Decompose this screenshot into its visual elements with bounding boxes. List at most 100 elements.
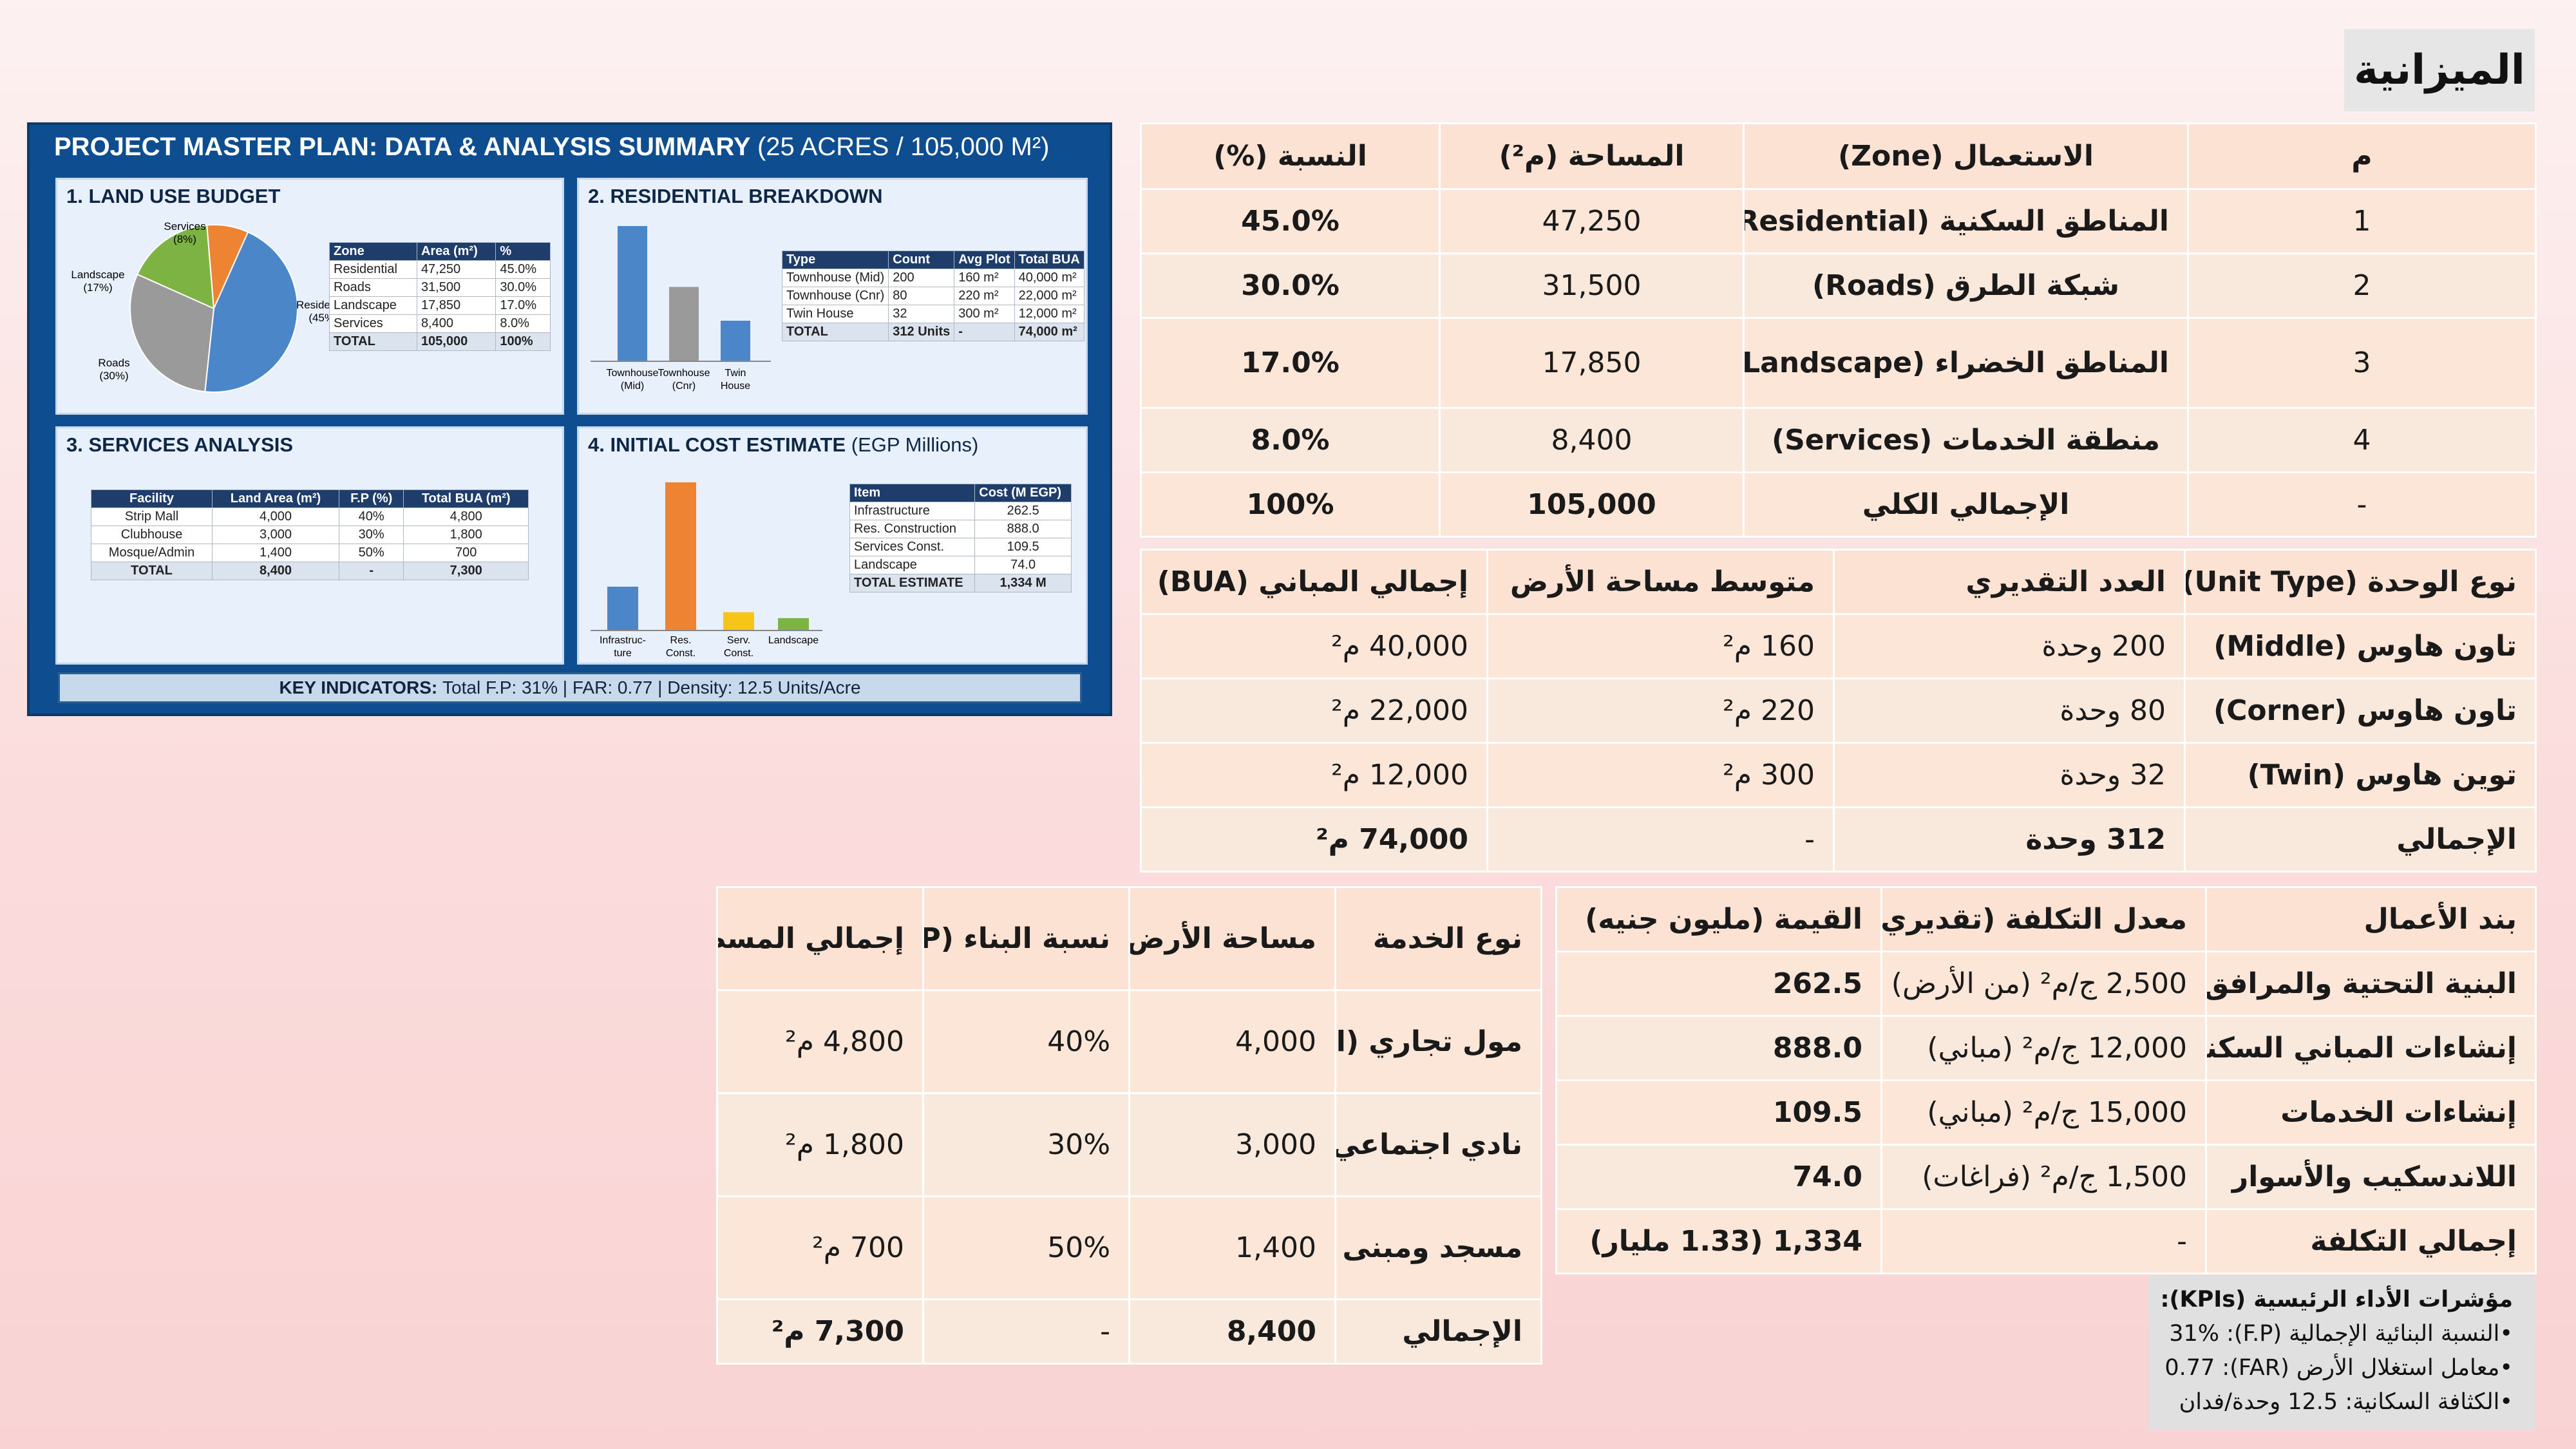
table-total: - (1486, 806, 1835, 873)
key-indicators-text: Total F.P: 31% | FAR: 0.77 | Density: 12… (442, 677, 861, 697)
table-total: 100% (1140, 471, 1441, 538)
pie-slice-landscape (136, 224, 215, 310)
land-use-header: م (2187, 122, 2537, 190)
table-cell: 4 (2187, 407, 2537, 473)
mini-header: Total BUA (1014, 251, 1084, 269)
mini-cell: 50% (338, 544, 404, 562)
units-header: إجمالي المباني (BUA) (1140, 549, 1488, 615)
mini-total: 8,400 (212, 562, 339, 580)
table-cell: 12,000 م² (1140, 742, 1488, 808)
mini-cell: 80 (888, 287, 955, 305)
bar-twin-house (721, 321, 750, 361)
cost-bar-chart: Infrastruc- ture Res. Const. Serv. Const… (591, 482, 822, 659)
services-panel: 3. SERVICES ANALYSIS Facility Land Area (… (55, 426, 564, 665)
residential-panel: 2. RESIDENTIAL BREAKDOWN Townhouse (Mid)… (577, 178, 1088, 415)
table-cell: 17.0% (1140, 317, 1441, 409)
mini-total: - (338, 562, 404, 580)
mini-cell: 4,000 (212, 507, 339, 526)
residential-bar-chart: Townhouse (Mid) Townhouse (Cnr) Twin Hou… (591, 226, 771, 392)
bar-townhouse-mid- (618, 226, 647, 361)
cost-header: بند الأعمال (2205, 886, 2537, 952)
pie-label-roads: Roads (98, 357, 129, 369)
table-cell: 700 م² (716, 1195, 924, 1300)
table-total: 1,334 (1.33 مليار) (1555, 1208, 1882, 1274)
mini-cell: 30% (338, 526, 404, 544)
mini-total: TOTAL (329, 332, 417, 351)
units-header: العدد التقديري (1833, 549, 2186, 615)
table-cell: 1 (2187, 188, 2537, 254)
cost-header: معدل التكلفة (تقديري) (1880, 886, 2207, 952)
bar-infrastructure (607, 587, 638, 630)
cost-bar-label: Const. (724, 648, 753, 659)
mini-cell: 888.0 (974, 520, 1072, 538)
table-total: الإجمالي (2184, 806, 2537, 873)
units-header: متوسط مساحة الأرض (1486, 549, 1835, 615)
table-cell: 8,400 (1439, 407, 1745, 473)
table-cell: 1,500 ج/م² (فراغات) (1880, 1144, 2207, 1210)
mini-cell: 45.0% (495, 260, 551, 279)
mini-cell: 1,800 (403, 526, 529, 544)
table-cell: مسجد ومبنى إداري (1334, 1195, 1542, 1300)
table-cell: البنية التحتية والمرافق (2205, 951, 2537, 1017)
units-header: نوع الوحدة (Unit Type) (2184, 549, 2537, 615)
res-bar-label: Townhouse (607, 368, 659, 379)
mini-cell: Townhouse (Cnr) (781, 287, 889, 305)
table-cell: 17,850 (1439, 317, 1745, 409)
cost-panel-title-main: 4. INITIAL COST ESTIMATE (588, 433, 846, 456)
table-total: - (2187, 471, 2537, 538)
master-plan-infographic: PROJECT MASTER PLAN: DATA & ANALYSIS SUM… (27, 122, 1112, 716)
table-cell: 3 (2187, 317, 2537, 409)
mini-cell: Services (329, 314, 417, 333)
page-title: الميزانية (2344, 29, 2535, 111)
infographic-title: PROJECT MASTER PLAN: DATA & ANALYSIS SUM… (54, 133, 1049, 162)
mini-header: Item (849, 484, 976, 502)
table-cell: 32 وحدة (1833, 742, 2186, 808)
kpi-item: •الكثافة السكانية: 12.5 وحدة/فدان (2179, 1389, 2513, 1415)
table-total: الإجمالي (1334, 1298, 1542, 1365)
table-cell: 30% (922, 1092, 1130, 1197)
table-cell: 4,000 (1128, 989, 1336, 1094)
land-use-header: الاستعمال (Zone) (1743, 122, 2189, 190)
table-cell: 47,250 (1439, 188, 1745, 254)
mini-cell: 22,000 m² (1014, 287, 1084, 305)
res-bar-label: Townhouse (658, 368, 710, 379)
land-use-pie-chart: Services (8%) Landscape (17%) Residentia… (71, 220, 350, 393)
bar-landscape (778, 618, 809, 630)
table-total: 74,000 م² (1140, 806, 1488, 873)
table-cell: 31,500 (1439, 252, 1745, 319)
mini-cell: 300 m² (954, 305, 1015, 323)
table-cell: 888.0 (1555, 1015, 1882, 1081)
mini-cell: Res. Construction (849, 520, 976, 538)
mini-cell: Landscape (329, 296, 417, 315)
cost-bar-label: ture (614, 648, 632, 659)
land-use-panel: 1. LAND USE BUDGET Services (8%) Landsca… (55, 178, 564, 415)
mini-cell: Services Const. (849, 538, 976, 556)
table-cell: اللاندسكيب والأسوار (2205, 1144, 2537, 1210)
mini-total: 312 Units (888, 323, 955, 341)
mini-total: 1,334 M (974, 574, 1072, 592)
mini-cell: 32 (888, 305, 955, 323)
table-cell: 1,800 م² (716, 1092, 924, 1197)
bar-townhouse-cnr- (669, 287, 699, 361)
mini-cell: Townhouse (Mid) (781, 269, 889, 287)
mini-cell: 1,400 (212, 544, 339, 562)
mini-cell: 40,000 m² (1014, 269, 1084, 287)
mini-total: 105,000 (416, 332, 497, 351)
mini-header: Land Area (m²) (212, 489, 339, 508)
table-cell: 74.0 (1555, 1144, 1882, 1210)
cost-bar-label: Const. (666, 648, 696, 659)
mini-cell: Mosque/Admin (91, 544, 213, 562)
table-cell: 45.0% (1140, 188, 1441, 254)
mini-header: Area (m²) (416, 242, 497, 261)
mini-cell: Roads (329, 278, 417, 297)
mini-header: Avg Plot (954, 251, 1015, 269)
table-total: - (922, 1298, 1130, 1365)
pie-slice-roads (129, 273, 215, 393)
mini-total: - (954, 323, 1015, 341)
pie-slice-services (206, 224, 249, 309)
cost-panel-title: 4. INITIAL COST ESTIMATE (EGP Millions) (588, 433, 978, 457)
table-cell: 40,000 م² (1140, 613, 1488, 679)
mini-header: Zone (329, 242, 417, 261)
table-cell: 4,800 م² (716, 989, 924, 1094)
